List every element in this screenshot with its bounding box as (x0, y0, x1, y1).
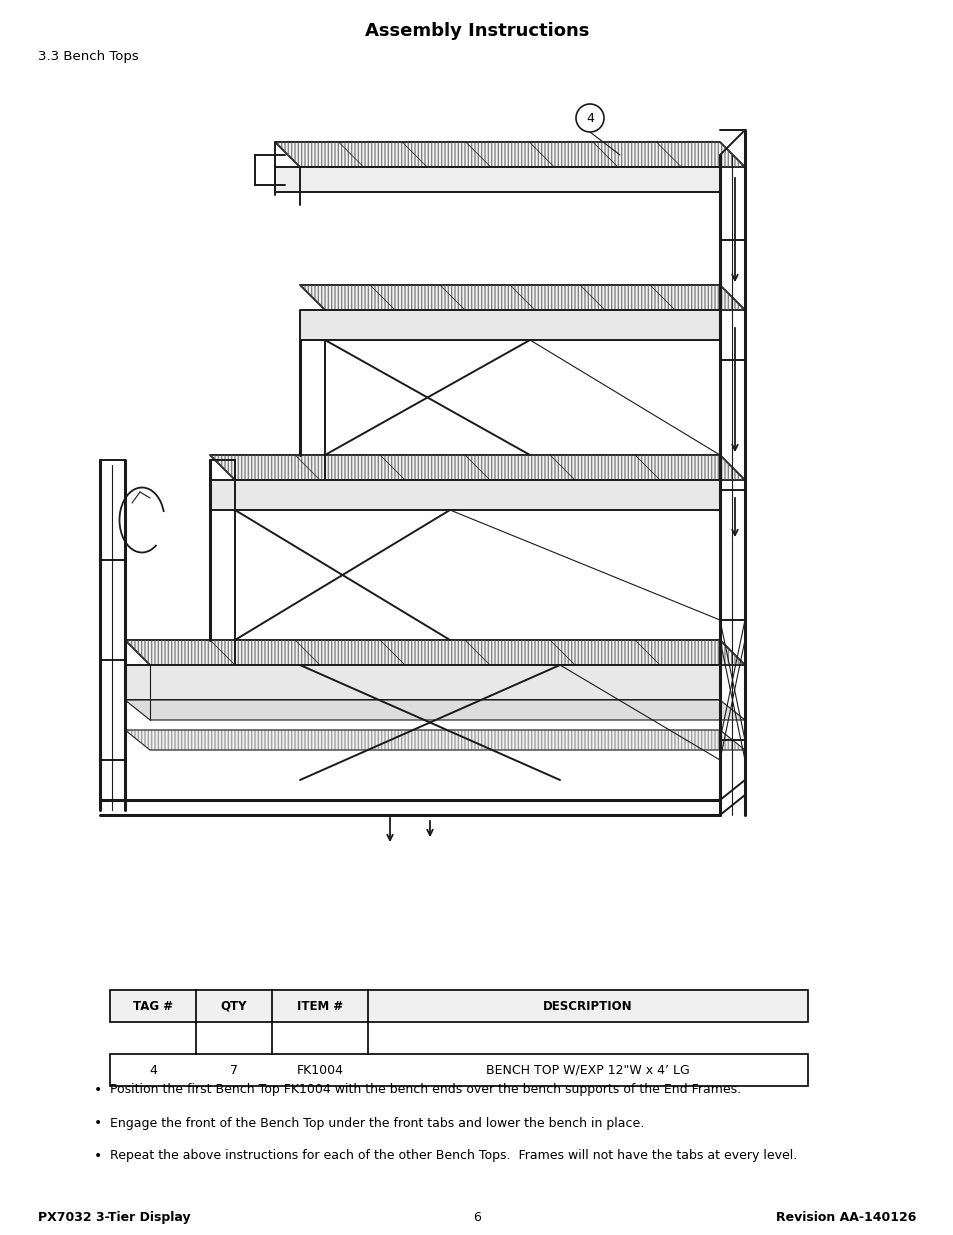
Text: PX7032 3-Tier Display: PX7032 3-Tier Display (38, 1212, 191, 1224)
Bar (110, 990, 807, 1023)
Text: Revision AA-140126: Revision AA-140126 (775, 1212, 915, 1224)
Text: •: • (93, 1116, 102, 1130)
Text: TAG #: TAG # (132, 999, 172, 1013)
Polygon shape (210, 454, 744, 480)
Text: •: • (93, 1083, 102, 1097)
Polygon shape (125, 640, 744, 664)
Polygon shape (125, 700, 744, 720)
Text: Repeat the above instructions for each of the other Bench Tops.  Frames will not: Repeat the above instructions for each o… (110, 1150, 797, 1162)
Text: DESCRIPTION: DESCRIPTION (542, 999, 632, 1013)
Polygon shape (299, 285, 744, 310)
Text: 3.3 Bench Tops: 3.3 Bench Tops (38, 49, 138, 63)
Polygon shape (299, 310, 720, 340)
Text: 6: 6 (473, 1212, 480, 1224)
Text: Assembly Instructions: Assembly Instructions (364, 22, 589, 40)
Polygon shape (274, 142, 744, 167)
Text: QTY: QTY (220, 999, 247, 1013)
Text: FK1004: FK1004 (296, 1063, 343, 1077)
Text: 4: 4 (149, 1063, 157, 1077)
Polygon shape (125, 730, 744, 750)
Text: 4: 4 (585, 111, 594, 125)
Bar (110, 1053, 807, 1086)
Text: ITEM #: ITEM # (296, 999, 343, 1013)
Polygon shape (274, 167, 720, 191)
Polygon shape (125, 664, 720, 700)
Text: Position the first Bench Top FK1004 with the bench ends over the bench supports : Position the first Bench Top FK1004 with… (110, 1083, 740, 1097)
Polygon shape (210, 480, 720, 510)
Circle shape (576, 104, 603, 132)
Text: BENCH TOP W/EXP 12"W x 4’ LG: BENCH TOP W/EXP 12"W x 4’ LG (486, 1063, 689, 1077)
Text: 7: 7 (230, 1063, 237, 1077)
Text: Engage the front of the Bench Top under the front tabs and lower the bench in pl: Engage the front of the Bench Top under … (110, 1116, 643, 1130)
Text: •: • (93, 1149, 102, 1163)
